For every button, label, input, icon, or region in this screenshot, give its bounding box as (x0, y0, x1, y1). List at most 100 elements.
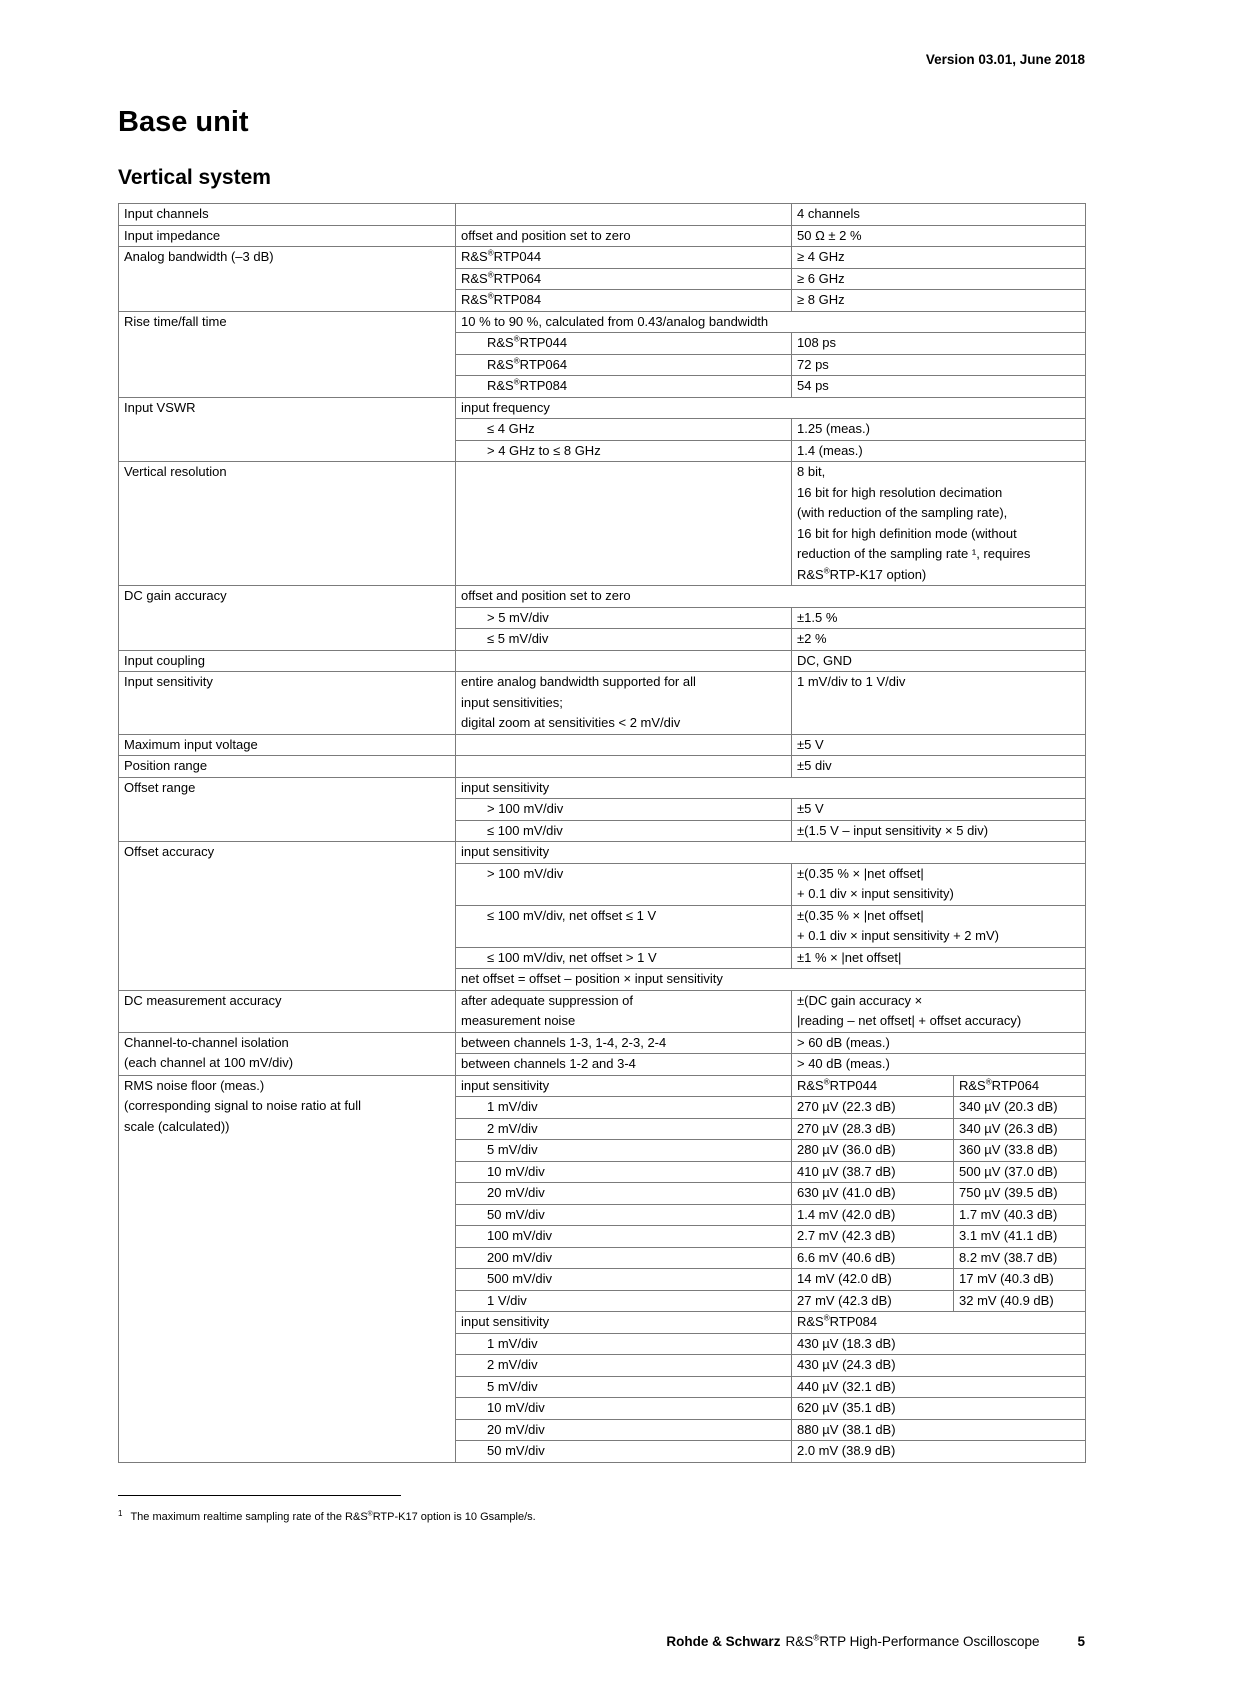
table-row: Input sensitivity entire analog bandwidth… (118, 671, 1087, 735)
spec-value-cell: 3.1 mV (41.1 dB) (952, 1225, 1087, 1248)
spec-name-cell: Offset accuracy (118, 841, 456, 991)
spec-condition-cell (455, 755, 792, 778)
table-row: R&S®RTP064 72 ps (119, 353, 1087, 376)
spec-condition-cell: ≤ 100 mV/div, net offset ≤ 1 V (455, 904, 792, 948)
datasheet-page: Version 03.01, June 2018 Base unit Verti… (0, 52, 1087, 1649)
spec-value-cell: 440 µV (32.1 dB) (790, 1375, 1087, 1398)
table-row: > 4 GHz to ≤ 8 GHz 1.4 (meas.) (119, 439, 1087, 462)
spec-value-cell: ±1.5 % (790, 606, 1087, 629)
table-row: 1 V/div 27 mV (42.3 dB) 32 mV (40.9 dB) (119, 1289, 1087, 1312)
spec-condition-cell: ≤ 100 mV/div, net offset > 1 V (455, 946, 792, 969)
spec-condition-cell: net offset = offset – position × input s… (454, 968, 1087, 991)
spec-condition-cell: 100 mV/div (455, 1225, 792, 1248)
spec-value-cell: 270 µV (22.3 dB) (791, 1096, 954, 1119)
spec-value-cell: 1.25 (meas.) (790, 418, 1087, 441)
spec-value-cell: ±(0.35 % × |net offset| + 0.1 div × input… (790, 904, 1087, 948)
spec-condition-cell: ≤ 100 mV/div (455, 819, 792, 842)
spec-value-cell: ±1 % × |net offset| (790, 946, 1087, 969)
table-row: ≤ 100 mV/div, net offset ≤ 1 V ±(0.35 % ×… (119, 904, 1087, 948)
spec-condition-cell: entire analog bandwidth supported for al… (455, 671, 792, 735)
table-row: 2 mV/div 430 µV (24.3 dB) (119, 1354, 1087, 1377)
table-row: 5 mV/div 440 µV (32.1 dB) (119, 1375, 1087, 1398)
page-footer: Rohde & Schwarz R&S®RTP High-Performance… (118, 1633, 1085, 1650)
table-row: Analog bandwidth (–3 dB) R&S®RTP044 ≥ 4 GH… (118, 246, 1087, 312)
table-row: R&S®RTP084 54 ps (119, 375, 1087, 398)
table-row: Position range ±5 div (118, 755, 1087, 778)
spec-name-cell: Input sensitivity (118, 671, 456, 735)
table-row: ≤ 4 GHz 1.25 (meas.) (119, 418, 1087, 441)
spec-condition-cell: 1 mV/div (455, 1096, 792, 1119)
spec-value-cell: 360 µV (33.8 dB) (952, 1139, 1087, 1162)
spec-name-cell: DC gain accuracy (118, 585, 456, 651)
spec-value-cell: DC, GND (790, 649, 1087, 672)
spec-value-cell: 32 mV (40.9 dB) (952, 1289, 1087, 1312)
spec-value-cell: ±5 V (790, 798, 1087, 821)
spec-name-cell: Input VSWR (118, 396, 456, 462)
spec-name-cell: Maximum input voltage (118, 733, 456, 756)
spec-value-cell: 54 ps (790, 375, 1087, 398)
spec-value-cell: 430 µV (24.3 dB) (790, 1354, 1087, 1377)
spec-condition-cell: R&S®RTP064 (455, 267, 792, 290)
spec-value-cell: ±(0.35 % × |net offset| + 0.1 div × input… (790, 862, 1087, 906)
spec-value-cell: 8.2 mV (38.7 dB) (952, 1246, 1087, 1269)
footnote: 1 The maximum realtime sampling rate of t… (118, 1507, 1085, 1525)
spec-condition-cell: between channels 1-2 and 3-4 (455, 1053, 792, 1076)
table-row: Input channels 4 channels (118, 203, 1087, 226)
spec-condition-cell: R&S®RTP084 (455, 289, 792, 312)
spec-condition-cell: R&S®RTP064 (455, 353, 792, 376)
spec-condition-cell: R&S®RTP084 (455, 375, 792, 398)
spec-condition-cell (455, 203, 792, 226)
table-row: Maximum input voltage ±5 V (118, 733, 1087, 756)
spec-value-cell: 270 µV (28.3 dB) (791, 1117, 954, 1140)
spec-condition-cell: after adequate suppression of measurement… (455, 989, 792, 1033)
spec-value-cell: 750 µV (39.5 dB) (952, 1182, 1087, 1205)
spec-value-cell: ±2 % (790, 628, 1087, 651)
table-row: 1 mV/div 430 µV (18.3 dB) (119, 1332, 1087, 1355)
spec-value-cell: ±(DC gain accuracy × |reading – net offse… (790, 989, 1087, 1033)
spec-value-cell: 430 µV (18.3 dB) (790, 1332, 1087, 1355)
table-row: net offset = offset – position × input s… (119, 968, 1087, 991)
spec-condition-cell: ≤ 4 GHz (455, 418, 792, 441)
table-row: 200 mV/div 6.6 mV (40.6 dB) 8.2 mV (38.7 d… (119, 1246, 1087, 1269)
spec-condition-cell: R&S®RTP044 (455, 332, 792, 355)
spec-value-cell: 27 mV (42.3 dB) (791, 1289, 954, 1312)
spec-value-cell: 340 µV (26.3 dB) (952, 1117, 1087, 1140)
spec-condition-cell: 1 mV/div (455, 1332, 792, 1355)
spec-condition-cell: > 4 GHz to ≤ 8 GHz (455, 439, 792, 462)
spec-condition-cell: 500 mV/div (455, 1268, 792, 1291)
table-row: 10 mV/div 410 µV (38.7 dB) 500 µV (37.0 dB… (119, 1160, 1087, 1183)
table-row: 2 mV/div 270 µV (28.3 dB) 340 µV (26.3 dB) (119, 1117, 1087, 1140)
footnote-separator-rule (118, 1494, 401, 1496)
spec-condition-cell: 10 % to 90 %, calculated from 0.43/analo… (454, 310, 1087, 333)
spec-condition-cell: 2 mV/div (455, 1354, 792, 1377)
spec-condition-cell: 2 mV/div (455, 1117, 792, 1140)
spec-value-cell: 72 ps (790, 353, 1087, 376)
spec-value-cell: 4 channels (790, 203, 1087, 226)
spec-name-cell: Input impedance (118, 224, 456, 247)
spec-condition-cell: 50 mV/div (455, 1440, 792, 1463)
table-row: DC gain accuracy offset and position set … (118, 585, 1087, 651)
spec-value-cell: R&S®RTP084 (790, 1311, 1087, 1334)
spec-value-cell: > 60 dB (meas.) (790, 1031, 1087, 1054)
table-row: Channel-to-channel isolation (each channe… (118, 1031, 1087, 1076)
spec-value-cell: ±(1.5 V – input sensitivity × 5 div) (790, 819, 1087, 842)
spec-value-cell: 280 µV (36.0 dB) (791, 1139, 954, 1162)
spec-condition-cell: > 100 mV/div (455, 798, 792, 821)
spec-value-cell: ≥ 4 GHz (790, 246, 1087, 269)
section-title: Vertical system (118, 166, 271, 189)
spec-condition-cell: input frequency (454, 396, 1087, 419)
spec-name-cell: Vertical resolution (118, 461, 456, 586)
spec-value-cell: ≥ 6 GHz (790, 267, 1087, 290)
spec-condition-cell: offset and position set to zero (454, 585, 1087, 608)
table-row: ≤ 5 mV/div ±2 % (119, 628, 1087, 651)
vertical-system-table: Input channels 4 channels Input impedance… (118, 203, 1087, 1463)
page-number: 5 (1077, 1634, 1085, 1649)
table-row: RMS noise floor (meas.) (corresponding si… (118, 1074, 1087, 1463)
spec-value-cell: 1.7 mV (40.3 dB) (952, 1203, 1087, 1226)
spec-condition-cell: 20 mV/div (455, 1418, 792, 1441)
spec-condition-cell: > 100 mV/div (455, 862, 792, 906)
spec-value-cell: 630 µV (41.0 dB) (791, 1182, 954, 1205)
spec-name-cell: RMS noise floor (meas.) (corresponding si… (118, 1074, 456, 1463)
spec-condition-cell: 20 mV/div (455, 1182, 792, 1205)
spec-value-cell: 880 µV (38.1 dB) (790, 1418, 1087, 1441)
